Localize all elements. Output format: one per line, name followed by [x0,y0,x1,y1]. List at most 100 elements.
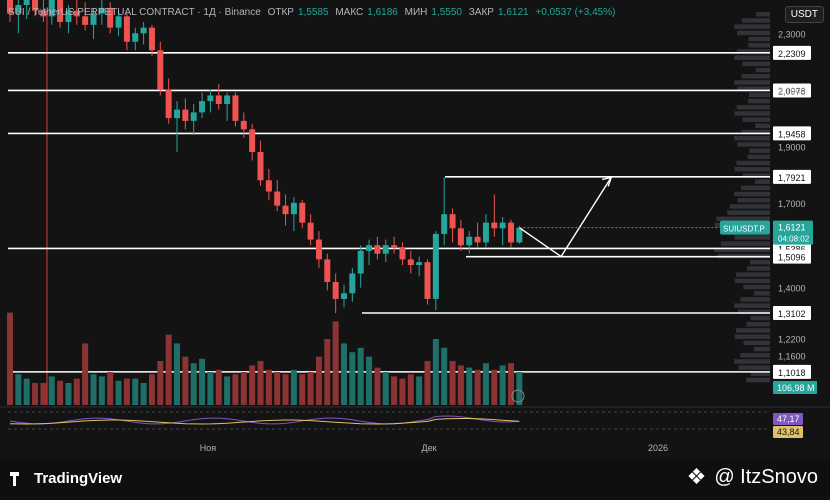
oscillator-value-1-tag [773,413,803,425]
candles [7,0,523,314]
volume-profile-bar [734,24,770,29]
candle-body [215,95,222,104]
candle-body [315,239,322,260]
candle-body [182,109,189,121]
volume-bar [324,339,331,405]
volume-profile-bar [740,297,770,302]
open-value: 1,5585 [297,7,329,18]
volume-bar [132,378,139,405]
volume-profile-bar [756,12,770,17]
candle-body [324,259,331,282]
level-tag [773,45,811,60]
candle-body [474,236,481,243]
volume-bar [115,380,122,405]
volume-bar [282,374,289,405]
volume-bar [148,374,155,405]
candle-body [482,222,489,243]
price-tick-label: 1,7000 [778,199,806,209]
volume-bar [382,372,389,405]
volume-bar [432,339,439,405]
price-tick-label: 1,2200 [778,334,806,344]
candle-body [357,250,364,274]
volume-profile-bar [754,291,770,296]
volume-bar [424,361,431,405]
volume-profile-bar [747,154,770,160]
oscillator-line-1 [9,415,520,425]
volume-profile-bar [753,346,770,352]
candle-body [15,5,22,14]
candle-body [174,109,180,119]
chart-header: SUI / TetherUS PERPETUAL CONTRACT · 1Д ·… [8,7,619,18]
volume-bar [491,369,498,405]
volume-bar [182,356,189,405]
volume-bar [165,334,172,405]
volume-profile-bar [729,204,770,209]
candle-body [416,262,423,266]
volume-profile-bar [736,272,770,277]
level-tag [773,83,811,98]
volume-profile-bar [720,241,770,246]
price-tick-label: 1,1600 [778,351,806,361]
change-value: +0,0537 (+3,45%) [535,7,616,18]
candle-body [508,222,514,243]
volume-profile-bar [736,105,770,110]
symbol-title: SUI / TetherUS PERPETUAL CONTRACT · 1Д ·… [8,7,261,18]
volume-profile-bar [755,67,770,73]
level-label: 1,1018 [778,368,806,378]
candle-body [449,214,456,229]
volume-profile-bar [734,278,770,284]
candle-body [7,0,13,14]
volume-profile-bar [740,185,770,191]
volume-profile-bar [736,49,770,54]
candle-body [349,273,356,294]
volume-bar [15,374,22,405]
current-price-tag [773,220,813,245]
candle-body [73,10,80,17]
volume-profile-bar [737,198,770,203]
oscillator-value-2: 43,84 [777,427,800,437]
volume-value-label: 106,98 M [777,383,815,393]
volume-profile-bar [734,303,770,308]
volume-profile-bar [734,359,770,364]
level-tag [773,126,811,141]
candle-body [98,7,105,14]
volume-profile-bar [743,284,770,290]
candle-body [407,259,414,266]
level-label: 1,7921 [778,173,806,183]
low-value: 1,5550 [431,7,462,18]
volume-bar [416,376,423,405]
volume-bar [516,372,523,405]
volume-bar [341,343,347,405]
symbol-tag-label: SUIUSDT.P [723,225,765,234]
time-tick-label: 2026 [648,443,668,453]
candle-body [391,245,398,249]
candle-body [374,245,381,254]
price-tick-label: 2,3000 [778,29,806,39]
projection-arrowhead [602,176,613,187]
candle-body [148,27,155,51]
volume-bar [190,363,197,405]
projection-path [518,177,612,258]
volume-profile-bar [747,98,770,104]
volume-profile-bar [743,340,770,346]
candle-body [65,10,72,22]
price-axis: 2,3000 2,1000 1,9000 1,7000 1,4000 1,2200 1,16… [778,29,806,389]
volume-bar [82,343,89,405]
volume-profile-bar [734,334,770,339]
candle-body [441,214,448,234]
tradingview-logo[interactable]: TradingView [10,470,122,487]
time-tick-label: Дек [421,443,436,453]
volume-profile-bar [748,36,770,42]
volume-profile-bar [737,142,770,147]
level-label: 1,5096 [778,253,806,263]
volume-profile-bar [754,179,770,184]
volume-profile-bar [734,167,770,172]
currency-selector[interactable]: USDT [784,6,824,23]
volume-bar [207,372,214,405]
volume-bar [399,378,406,405]
volume-profile-bar [737,86,770,91]
level-label: 1,3102 [778,309,806,319]
candle-body [199,101,206,113]
volume-profile-bar [749,148,770,153]
